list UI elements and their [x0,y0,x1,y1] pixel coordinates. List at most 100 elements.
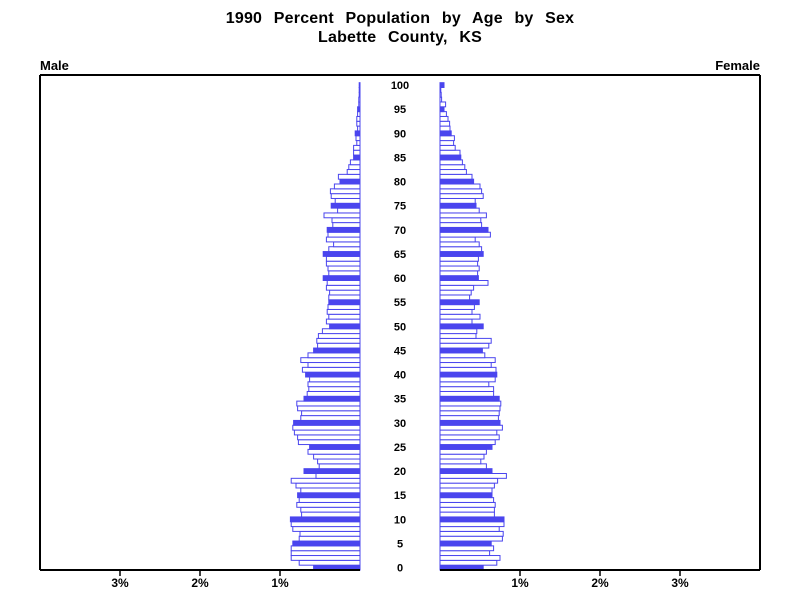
male-age-bar [327,265,361,272]
male-age-bar [339,178,361,185]
female-age-bar [439,487,493,494]
male-age-bar [317,342,361,349]
male-age-bar [316,337,361,344]
female-age-bar [439,197,476,204]
female-age-bar [439,545,495,552]
male-axis-tick-label: 3% [111,576,129,590]
female-age-bar [439,101,447,108]
male-age-bar [327,304,361,310]
male-age-bar [349,159,361,166]
age-tick-label: 100 [391,80,409,92]
age-tick-label: 40 [394,370,406,382]
female-age-bar [439,477,499,484]
female-age-bar [439,222,483,228]
female-axis-tick-label: 3% [671,576,689,590]
female-age-bar [439,410,500,417]
male-age-bar [325,260,361,267]
female-age-bar [439,294,471,301]
male-age-bar [297,439,361,446]
age-tick-label: 55 [394,297,406,309]
male-age-bar [348,164,361,171]
male-age-bar [290,545,361,552]
female-age-bar [439,371,498,378]
male-age-bar [328,270,361,277]
male-age-bar [305,371,361,378]
female-age-bar [439,96,443,103]
male-age-bar [315,473,361,479]
male-age-bar [346,169,361,175]
male-age-bar [300,415,361,421]
female-age-bar [439,231,491,238]
male-age-bar [313,453,361,460]
male-age-bar [298,535,361,542]
female-age-bar [439,251,484,257]
male-age-bar [308,386,361,392]
male-age-bar [329,188,361,195]
age-tick-label: 90 [394,128,406,140]
female-age-bar [439,492,493,499]
age-tick-label: 5 [397,538,403,550]
age-tick-label: 0 [397,563,403,575]
male-age-bar [354,130,361,137]
female-age-bar [439,313,481,320]
female-age-bar [439,87,442,93]
female-age-bar [439,550,491,557]
male-age-bar [293,429,361,436]
male-age-bar [292,540,361,547]
male-age-bar [326,308,361,315]
male-age-bar [325,255,361,262]
female-age-bar [439,328,478,335]
female-age-bar [439,270,479,277]
age-tick-label: 95 [394,104,406,116]
male-age-bar [296,400,361,407]
female-age-bar [439,226,489,233]
male-age-bar [323,212,361,219]
female-age-bar [439,164,466,171]
age-tick-label: 50 [394,321,406,333]
female-age-bar [439,463,487,470]
female-age-bar [439,207,480,214]
female-age-bar [439,289,472,296]
male-age-bar [357,111,361,117]
female-age-bar [439,376,496,383]
female-age-bar [439,516,505,523]
male-age-bar [326,280,361,286]
male-age-bar [295,482,361,489]
female-age-bar [439,144,456,151]
age-tick-label: 65 [394,249,406,261]
female-age-bar [439,333,477,339]
chart-title: 1990 Percent Population by Age by Sex La… [0,9,800,47]
female-age-bar [439,193,484,199]
male-age-bar [331,217,361,224]
female-age-bar [439,178,475,185]
female-age-bar [439,434,500,441]
male-age-bar [317,458,361,465]
age-tick-label: 85 [394,152,406,164]
female-age-bar [439,241,480,248]
male-age-bar [307,381,361,388]
female-age-bar [439,284,475,291]
female-age-bar [439,217,482,224]
female-age-bar [439,125,451,132]
female-age-bar [439,419,501,426]
male-age-bar [300,487,361,494]
age-tick-label: 35 [394,394,406,406]
male-age-bar [330,202,361,209]
female-age-bar [439,159,463,166]
male-age-bar [322,275,361,281]
female-panel-label: Female [715,58,760,73]
chart-title-line2: Labette County, KS [318,29,482,46]
male-age-bar [333,241,361,248]
female-age-bar [439,448,487,455]
female-age-bar [439,115,449,122]
female-age-bar [439,511,495,518]
female-age-bar [439,188,483,195]
male-age-bar [358,96,361,103]
female-age-bar [439,154,462,161]
male-age-bar [357,106,361,113]
male-age-bar [290,477,361,484]
male-axis-tick-label: 2% [191,576,209,590]
male-age-bar [334,197,361,204]
male-age-bar [325,236,361,243]
female-age-bar [439,405,501,412]
